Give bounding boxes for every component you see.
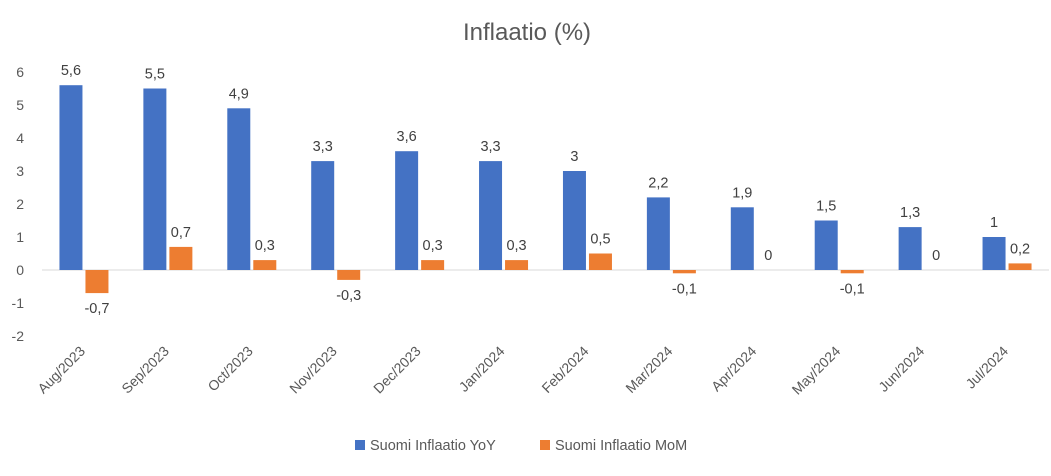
data-label-yoy: 4,9 <box>229 86 249 102</box>
data-label-mom: 0 <box>764 248 772 264</box>
y-tick-label: 4 <box>16 130 24 146</box>
bar-yoy-jun-2024 <box>898 227 922 270</box>
data-label-mom: 0,3 <box>506 238 526 254</box>
data-label-mom: 0,2 <box>1010 241 1030 257</box>
bar-yoy-oct-2023 <box>227 108 251 270</box>
data-label-mom: -0,1 <box>840 281 865 297</box>
x-tick-label: Nov/2023 <box>286 343 340 397</box>
bar-mom-jul-2024 <box>1008 263 1032 270</box>
legend-label-yoy: Suomi Inflaatio YoY <box>370 438 496 454</box>
data-label-yoy: 5,6 <box>61 63 81 79</box>
y-tick-label: 0 <box>16 262 24 278</box>
y-tick-label: 6 <box>16 64 24 80</box>
x-tick-label: Jan/2024 <box>456 343 508 395</box>
x-tick-label: Oct/2023 <box>204 343 256 395</box>
data-label-yoy: 3,3 <box>313 139 333 155</box>
y-tick-label: -2 <box>12 328 25 344</box>
data-label-mom: 0 <box>932 248 940 264</box>
bar-yoy-dec-2023 <box>395 151 419 270</box>
bar-yoy-nov-2023 <box>311 161 335 270</box>
x-tick-label: May/2024 <box>789 343 844 398</box>
data-label-yoy: 1,9 <box>732 185 752 201</box>
bar-mom-sep-2023 <box>169 246 193 270</box>
bar-yoy-jul-2024 <box>982 237 1006 270</box>
bar-yoy-aug-2023 <box>59 85 83 270</box>
y-tick-label: 1 <box>16 229 24 245</box>
bar-mom-may-2024 <box>840 270 864 274</box>
bar-yoy-feb-2024 <box>562 171 586 270</box>
data-label-yoy: 3 <box>570 149 578 165</box>
data-label-yoy: 3,3 <box>480 139 500 155</box>
bar-mom-nov-2023 <box>337 270 361 280</box>
x-tick-label: Sep/2023 <box>118 343 172 397</box>
data-label-yoy: 3,6 <box>397 129 417 145</box>
bar-yoy-apr-2024 <box>730 207 754 270</box>
data-label-mom: 0,7 <box>171 225 191 241</box>
data-label-mom: -0,1 <box>672 281 697 297</box>
bar-yoy-may-2024 <box>814 220 838 270</box>
x-tick-label: Jun/2024 <box>875 343 927 395</box>
x-tick-label: Aug/2023 <box>34 343 88 397</box>
y-tick-label: 5 <box>16 97 24 113</box>
data-label-mom: 0,3 <box>423 238 443 254</box>
bar-mom-jan-2024 <box>505 260 529 270</box>
bar-mom-feb-2024 <box>588 253 612 270</box>
y-tick-label: 2 <box>16 196 24 212</box>
bar-mom-dec-2023 <box>421 260 445 270</box>
bar-mom-mar-2024 <box>672 270 696 274</box>
data-label-yoy: 1,5 <box>816 199 836 215</box>
legend-label-mom: Suomi Inflaatio MoM <box>555 438 687 454</box>
x-tick-label: Apr/2024 <box>708 343 760 395</box>
data-label-yoy: 1 <box>990 215 998 231</box>
legend-swatch-yoy <box>355 440 365 450</box>
data-label-yoy: 2,2 <box>648 175 668 191</box>
x-tick-label: Jul/2024 <box>962 343 1011 392</box>
bar-mom-aug-2023 <box>85 270 109 294</box>
y-tick-label: -1 <box>12 295 25 311</box>
bar-yoy-mar-2024 <box>646 197 670 270</box>
bar-mom-oct-2023 <box>253 260 277 270</box>
legend-swatch-mom <box>540 440 550 450</box>
data-labels: 5,6 -0,7 5,5 0,7 4,9 0,3 3,3 -0,3 3,6 0,3 3,3 0,3 3 0… <box>61 63 1030 317</box>
data-label-mom: 0,5 <box>590 232 610 248</box>
bar-yoy-jan-2024 <box>479 161 503 270</box>
data-label-mom: 0,3 <box>255 238 275 254</box>
y-tick-label: 3 <box>16 163 24 179</box>
bar-yoy-sep-2023 <box>143 88 167 270</box>
x-axis: Aug/2023 Sep/2023 Oct/2023 Nov/2023 Dec/2023… <box>34 343 1011 398</box>
x-tick-label: Dec/2023 <box>370 343 424 397</box>
chart-title: Inflaatio (%) <box>463 19 591 46</box>
x-tick-label: Feb/2024 <box>538 343 591 396</box>
data-label-yoy: 5,5 <box>145 67 165 83</box>
data-label-mom: -0,7 <box>84 301 109 317</box>
data-label-yoy: 1,3 <box>900 205 920 221</box>
x-tick-label: Mar/2024 <box>622 343 675 396</box>
bars <box>59 85 1032 294</box>
legend: Suomi Inflaatio YoY Suomi Inflaatio MoM <box>355 438 687 454</box>
data-label-mom: -0,3 <box>336 288 361 304</box>
y-axis: -2 -1 0 1 2 3 4 5 6 <box>12 64 25 344</box>
